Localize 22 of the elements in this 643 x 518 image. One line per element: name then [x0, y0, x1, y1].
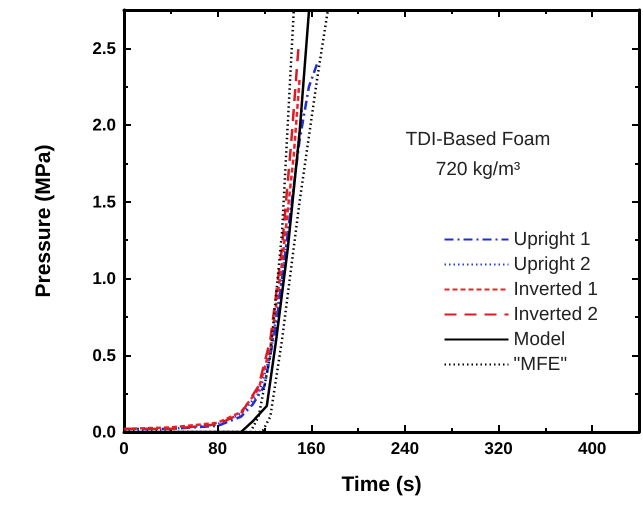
x-tick-label: 0 [119, 439, 129, 458]
legend-label: Upright 2 [514, 254, 591, 275]
y-axis-title: Pressure (MPa) [32, 144, 55, 298]
x-axis-title: Time (s) [341, 473, 422, 496]
legend-label: Inverted 1 [514, 279, 598, 300]
x-tick-label: 240 [390, 439, 420, 458]
y-tick-label: 2.0 [92, 116, 116, 135]
legend-label: "MFE" [514, 354, 568, 375]
x-tick-label: 160 [297, 439, 326, 458]
y-tick-label: 2.5 [92, 38, 116, 58]
y-tick-label: 0.5 [92, 346, 116, 365]
y-tick-label: 0.0 [92, 422, 116, 442]
x-tick-label: 320 [484, 439, 513, 458]
legend-label: Model [514, 329, 566, 350]
legend-label: Upright 1 [514, 229, 591, 250]
legend-label: Inverted 2 [514, 304, 598, 325]
y-tick-label: 1.5 [92, 192, 116, 212]
x-tick-label: 80 [208, 439, 228, 458]
annotation: 720 kg/m³ [436, 159, 520, 180]
x-tick-label: 400 [578, 439, 606, 458]
annotation: TDI-Based Foam [406, 129, 550, 150]
y-tick-label: 1.0 [92, 269, 116, 288]
